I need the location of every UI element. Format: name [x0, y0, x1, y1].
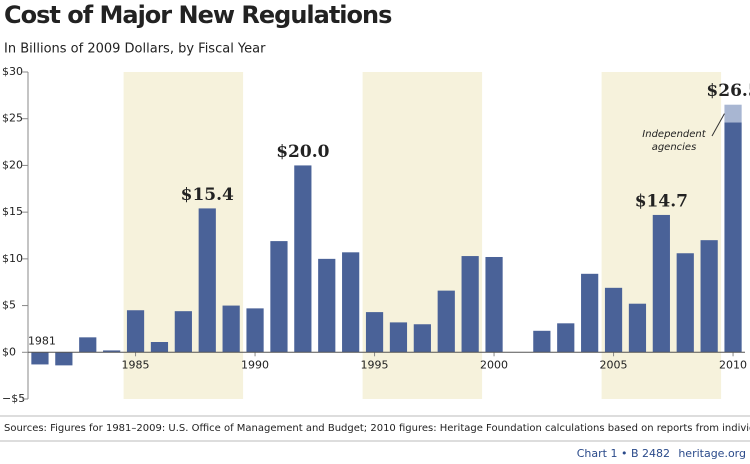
bar — [198, 208, 216, 353]
leader-line — [711, 113, 725, 137]
bar — [533, 330, 551, 353]
footer: Chart 1 • B 2482 — [577, 447, 670, 460]
bar — [437, 290, 455, 353]
bar — [55, 352, 73, 366]
bar — [676, 253, 694, 353]
bar — [652, 214, 670, 353]
bar — [150, 342, 169, 353]
bar — [79, 337, 97, 353]
bar — [294, 165, 312, 353]
value-label: $14.7 — [635, 191, 688, 211]
y-tick-label: $5 — [2, 299, 16, 312]
x-tick-label: 1995 — [361, 358, 389, 371]
bar — [270, 241, 288, 353]
source-note: Sources: Figures for 1981–2009: U.S. Off… — [4, 423, 750, 434]
value-label: $15.4 — [181, 185, 234, 205]
value-label: $20.0 — [276, 142, 329, 162]
y-tick-label: $10 — [2, 252, 23, 265]
bar — [389, 322, 408, 353]
chart-subtitle: In Billions of 2009 Dollars, by Fiscal Y… — [4, 42, 266, 57]
bar — [342, 252, 360, 353]
bar — [103, 350, 121, 353]
bar — [31, 352, 49, 365]
annotation: Independent agencies — [642, 129, 706, 153]
bar — [318, 258, 336, 353]
x-tick-label: 1985 — [122, 358, 150, 371]
y-tick-label: $25 — [2, 112, 23, 125]
annotation: $26.5 — [706, 81, 750, 101]
bar — [724, 104, 742, 123]
y-tick-label: $30 — [2, 65, 23, 78]
bar — [246, 308, 264, 353]
site: heritage.org — [678, 447, 746, 460]
x-tick-label: 2005 — [600, 358, 628, 371]
bar — [700, 240, 718, 353]
bar — [581, 273, 599, 353]
x-tick-label: 1990 — [241, 358, 269, 371]
bar — [174, 311, 192, 353]
bar — [557, 323, 575, 353]
y-tick-label: $20 — [2, 158, 23, 171]
bar — [485, 256, 503, 353]
y-tick-label: $15 — [2, 205, 23, 218]
bar — [365, 312, 384, 353]
bar — [222, 305, 240, 353]
bar — [126, 310, 145, 353]
annotation: 1981 — [28, 334, 56, 347]
bar — [724, 122, 742, 353]
bar — [604, 287, 623, 353]
y-tick-label: $0 — [2, 345, 16, 358]
x-tick-label: 2000 — [480, 358, 508, 371]
chart-title: Cost of Major New Regulations — [4, 1, 392, 29]
x-tick-label: 2010 — [719, 358, 747, 371]
y-tick-label: −$5 — [2, 392, 25, 405]
bar — [628, 303, 647, 353]
bar — [461, 256, 479, 353]
bar — [413, 324, 431, 353]
